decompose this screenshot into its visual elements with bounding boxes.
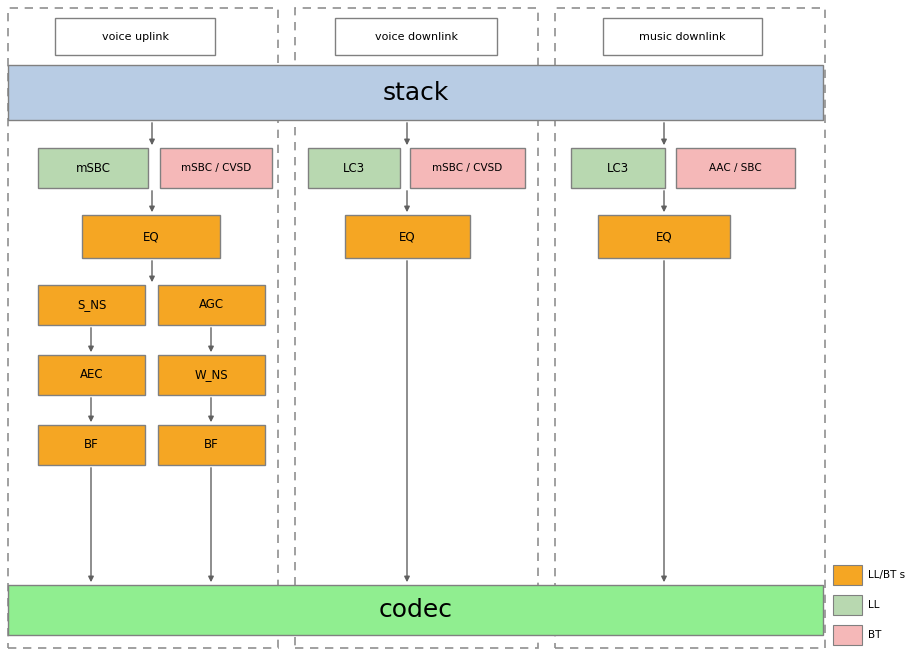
- Bar: [308, 148, 400, 188]
- Bar: [410, 148, 525, 188]
- Bar: [158, 355, 265, 395]
- Bar: [676, 148, 795, 188]
- Text: EQ: EQ: [143, 230, 159, 243]
- Text: LC3: LC3: [343, 162, 365, 174]
- Text: S_NS: S_NS: [77, 299, 106, 312]
- Text: music downlink: music downlink: [639, 31, 726, 41]
- Bar: [82, 215, 220, 258]
- Bar: [38, 285, 145, 325]
- Text: BF: BF: [205, 438, 219, 451]
- Bar: [833, 625, 862, 645]
- Bar: [598, 215, 730, 258]
- Bar: [555, 8, 825, 648]
- Text: BT: BT: [868, 630, 881, 640]
- Text: EQ: EQ: [399, 230, 415, 243]
- Text: LC3: LC3: [607, 162, 629, 174]
- Text: BF: BF: [84, 438, 99, 451]
- Text: mSBC: mSBC: [75, 162, 110, 174]
- Bar: [335, 18, 497, 55]
- Text: AGC: AGC: [199, 299, 224, 312]
- Text: mSBC / CVSD: mSBC / CVSD: [181, 163, 251, 173]
- Bar: [833, 595, 862, 615]
- Bar: [158, 285, 265, 325]
- Text: LL: LL: [868, 600, 880, 610]
- Text: voice downlink: voice downlink: [375, 31, 458, 41]
- Bar: [55, 18, 215, 55]
- Bar: [8, 8, 278, 648]
- Text: stack: stack: [382, 81, 449, 105]
- Bar: [8, 585, 823, 635]
- Text: LL/BT shared: LL/BT shared: [868, 570, 905, 580]
- Bar: [295, 8, 538, 648]
- Text: AAC / SBC: AAC / SBC: [710, 163, 762, 173]
- Bar: [571, 148, 665, 188]
- Bar: [38, 425, 145, 465]
- Bar: [160, 148, 272, 188]
- Text: AEC: AEC: [80, 369, 103, 381]
- Bar: [38, 355, 145, 395]
- Text: codec: codec: [378, 598, 452, 622]
- Bar: [8, 65, 823, 120]
- Bar: [833, 565, 862, 585]
- Text: EQ: EQ: [656, 230, 672, 243]
- Bar: [158, 425, 265, 465]
- Bar: [345, 215, 470, 258]
- Text: W_NS: W_NS: [195, 369, 228, 381]
- Bar: [603, 18, 762, 55]
- Text: voice uplink: voice uplink: [101, 31, 168, 41]
- Bar: [38, 148, 148, 188]
- Text: mSBC / CVSD: mSBC / CVSD: [433, 163, 502, 173]
